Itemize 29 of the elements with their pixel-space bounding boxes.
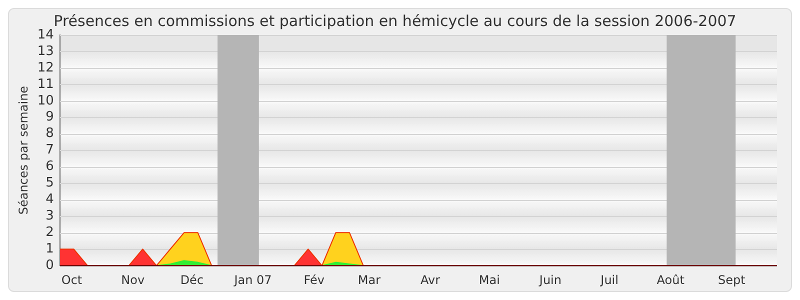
y-tick-label: 10 [37, 93, 54, 108]
x-tick-label: Déc [180, 272, 204, 287]
y-tick-label: 1 [46, 242, 54, 257]
y-tick-label: 13 [37, 44, 54, 59]
x-tick-label: Juin [538, 272, 562, 287]
y-tick-label: 0 [46, 258, 54, 273]
y-tick-label: 2 [46, 225, 54, 240]
y-axis-title: Séances par semaine [16, 86, 30, 215]
y-tick-label: 5 [46, 176, 54, 191]
y-tick-label: 14 [37, 27, 54, 42]
x-tick-label: Août [656, 272, 685, 287]
y-tick-label: 8 [46, 126, 54, 142]
y-tick-label: 7 [46, 142, 54, 158]
y-tick-label: 3 [46, 208, 54, 224]
x-tick-label: Fév [304, 272, 324, 287]
chart-title: Présences en commissions et participation en hémicycle au cours de la session 2006-2007 [54, 12, 736, 30]
y-tick-label: 12 [37, 60, 54, 76]
x-tick-label: Avr [420, 272, 440, 287]
x-tick-label: Nov [121, 272, 145, 287]
x-tick-label: Jan 07 [233, 272, 272, 287]
y-tick-label: 11 [37, 76, 54, 92]
x-tick-label: Sept [718, 272, 746, 287]
x-tick-label: Mar [358, 272, 381, 287]
y-tick-label: 9 [46, 110, 54, 125]
x-tick-label: Juil [600, 272, 618, 287]
y-tick-label: 4 [46, 192, 54, 208]
x-tick-label: Mai [478, 272, 500, 287]
y-tick-label: 6 [46, 159, 54, 174]
x-tick-label: Oct [61, 272, 82, 287]
